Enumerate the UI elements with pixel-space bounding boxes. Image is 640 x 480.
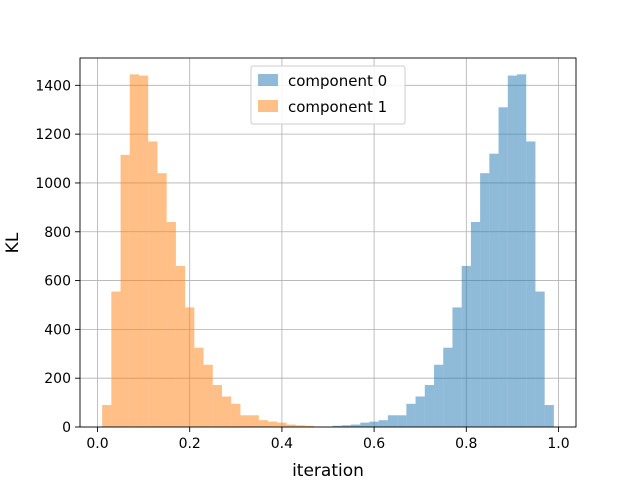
y-tick-label: 1200	[35, 127, 71, 143]
histogram-bar-component-1	[277, 422, 287, 427]
histogram-bar-component-0	[535, 291, 545, 427]
histogram-bar-component-0	[516, 74, 527, 427]
y-tick-label: 600	[44, 274, 71, 290]
histogram-bar-component-1	[249, 415, 259, 427]
histogram-bar-component-0	[434, 364, 444, 427]
histogram-bar-component-0	[424, 385, 435, 427]
y-tick-label: 1400	[35, 78, 71, 94]
y-tick-label: 800	[44, 225, 71, 241]
legend: component 0 component 1	[250, 65, 406, 125]
histogram-bar-component-0	[480, 173, 490, 427]
histogram-bar-component-1	[157, 173, 167, 427]
histogram-bar-component-1	[148, 141, 158, 427]
histogram-bar-component-1	[240, 415, 250, 427]
histogram-bar-component-1	[203, 364, 213, 427]
y-axis-label: KL	[3, 232, 23, 253]
legend-box	[250, 65, 406, 125]
y-tick-label: 400	[44, 322, 71, 338]
y-tick-label: 200	[44, 371, 71, 387]
histogram-bar-component-0	[415, 396, 425, 427]
histogram-bar-component-0	[507, 75, 517, 428]
histogram-bar-component-0	[452, 307, 462, 427]
histogram-bar-component-1	[120, 154, 130, 427]
x-tick-label: 1.0	[547, 436, 569, 452]
histogram-bar-component-0	[461, 265, 471, 427]
histogram-bar-component-0	[489, 153, 499, 427]
histogram-bars	[102, 74, 554, 428]
histogram-bar-component-0	[369, 421, 379, 427]
histogram-bar-component-0	[387, 415, 398, 427]
legend-swatch-component-0	[258, 74, 278, 86]
x-tick-labels: 0.0 0.2 0.4 0.6 0.8 1.0	[86, 436, 569, 452]
histogram-bar-component-1	[286, 424, 296, 427]
histogram-bar-component-0	[526, 141, 536, 427]
histogram-bar-component-1	[231, 403, 241, 427]
x-tick-label: 0.0	[86, 436, 108, 452]
histogram-bar-component-1	[295, 425, 305, 427]
x-tick-label: 0.4	[271, 436, 293, 452]
y-tick-labels: 0 200 400 600 800 1000 1200 1400	[35, 78, 71, 436]
plot-frame	[79, 57, 577, 428]
legend-label-component-0: component 0	[288, 72, 387, 90]
histogram-bar-component-1	[111, 291, 121, 427]
x-tick-label: 0.8	[455, 436, 477, 452]
histogram-bar-component-0	[397, 415, 407, 427]
y-tick-label: 0	[62, 420, 71, 436]
legend-swatch-component-1	[258, 100, 278, 112]
histogram-bar-component-1	[212, 385, 222, 427]
histogram-bar-component-0	[378, 420, 388, 427]
x-tick-label: 0.6	[363, 436, 385, 452]
histogram-bar-component-1	[166, 222, 176, 427]
histogram-bar-component-1	[175, 265, 186, 427]
x-axis-label: iteration	[292, 461, 364, 480]
histogram-bar-component-1	[102, 405, 112, 427]
histogram-bar-component-0	[443, 347, 453, 427]
histogram-bar-component-1	[139, 75, 149, 428]
histogram-bar-component-0	[544, 405, 554, 427]
histogram-bar-component-0	[341, 425, 352, 427]
histogram-bar-component-0	[332, 425, 342, 427]
y-tick-label: 1000	[35, 176, 71, 192]
histogram-bar-component-1	[185, 307, 195, 427]
axis-ticks	[75, 84, 559, 432]
legend-label-component-1: component 1	[288, 98, 387, 116]
histogram-bar-component-1	[258, 420, 269, 427]
histogram-bar-component-1	[221, 396, 232, 427]
histogram-bar-component-1	[194, 347, 204, 427]
histogram-bar-component-0	[351, 424, 361, 427]
histogram-bar-component-1	[268, 421, 278, 427]
x-tick-label: 0.2	[179, 436, 201, 452]
histogram-bar-component-0	[360, 422, 370, 427]
histogram-bar-component-1	[129, 74, 140, 427]
histogram-bar-component-0	[470, 222, 481, 427]
histogram-bar-component-0	[498, 107, 508, 428]
histogram-bar-component-1	[304, 425, 315, 427]
histogram-bar-component-0	[406, 403, 416, 427]
